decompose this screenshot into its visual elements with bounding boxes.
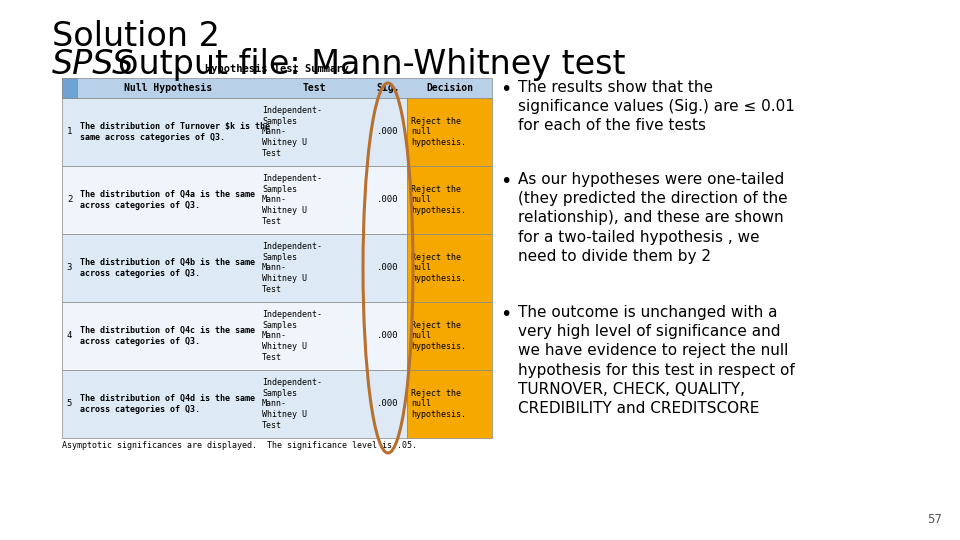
Bar	[62, 78, 492, 98]
Text: •: •	[500, 305, 512, 324]
Bar	[407, 234, 492, 302]
Text: SPSS: SPSS	[52, 48, 134, 81]
Text: 1: 1	[67, 127, 72, 137]
Text: Hypothesis Test Summary: Hypothesis Test Summary	[205, 64, 348, 74]
Bar	[62, 98, 407, 166]
Bar	[407, 370, 492, 438]
Bar	[62, 234, 407, 302]
Text: .000: .000	[377, 195, 398, 205]
Text: The outcome is unchanged with a
very high level of significance and
we have evid: The outcome is unchanged with a very hig…	[518, 305, 795, 416]
Text: The distribution of Q4d is the same
across categories of Q3.: The distribution of Q4d is the same acro…	[80, 394, 255, 414]
Text: Independent-
Samples
Mann-
Whitney U
Test: Independent- Samples Mann- Whitney U Tes…	[262, 378, 322, 430]
Text: Independent-
Samples
Mann-
Whitney U
Test: Independent- Samples Mann- Whitney U Tes…	[262, 310, 322, 362]
Text: .000: .000	[377, 264, 398, 273]
Text: 3: 3	[67, 264, 72, 273]
Bar	[62, 370, 407, 438]
Bar	[407, 98, 492, 166]
Text: Null Hypothesis: Null Hypothesis	[124, 83, 212, 93]
Bar	[407, 166, 492, 234]
Text: .000: .000	[377, 400, 398, 408]
Text: Test: Test	[302, 83, 325, 93]
Text: output file: Mann-Whitney test: output file: Mann-Whitney test	[118, 48, 626, 81]
Text: Solution 2: Solution 2	[52, 20, 220, 53]
Text: The results show that the
significance values (Sig.) are ≤ 0.01
for each of the : The results show that the significance v…	[518, 80, 795, 133]
Text: As our hypotheses were one-tailed
(they predicted the direction of the
relations: As our hypotheses were one-tailed (they …	[518, 172, 787, 264]
Bar	[407, 302, 492, 370]
Text: •: •	[500, 80, 512, 99]
Text: The distribution of Turnover $k is the
same across categories of Q3.: The distribution of Turnover $k is the s…	[80, 122, 270, 142]
Text: The distribution of Q4a is the same
across categories of Q3.: The distribution of Q4a is the same acro…	[80, 190, 255, 210]
Text: Reject the
null
hypothesis.: Reject the null hypothesis.	[411, 185, 466, 215]
Text: .000: .000	[377, 332, 398, 341]
Text: The distribution of Q4b is the same
across categories of Q3.: The distribution of Q4b is the same acro…	[80, 258, 255, 278]
Text: 57: 57	[927, 513, 942, 526]
Text: .000: .000	[377, 127, 398, 137]
Text: Reject the
null
hypothesis.: Reject the null hypothesis.	[411, 117, 466, 147]
Text: 2: 2	[67, 195, 72, 205]
Text: Reject the
null
hypothesis.: Reject the null hypothesis.	[411, 253, 466, 284]
Bar	[62, 78, 77, 98]
Bar	[62, 166, 407, 234]
Text: Reject the
null
hypothesis.: Reject the null hypothesis.	[411, 389, 466, 419]
Text: Sig.: Sig.	[376, 83, 399, 93]
Text: 4: 4	[67, 332, 72, 341]
Text: Independent-
Samples
Mann-
Whitney U
Test: Independent- Samples Mann- Whitney U Tes…	[262, 174, 322, 226]
Text: Asymptotic significances are displayed.  The significance level is .05.: Asymptotic significances are displayed. …	[62, 441, 417, 450]
Bar	[62, 302, 407, 370]
Text: •: •	[500, 172, 512, 191]
Text: Reject the
null
hypothesis.: Reject the null hypothesis.	[411, 321, 466, 351]
Text: Decision: Decision	[426, 83, 473, 93]
Text: The distribution of Q4c is the same
across categories of Q3.: The distribution of Q4c is the same acro…	[80, 326, 255, 346]
Text: Independent-
Samples
Mann-
Whitney U
Test: Independent- Samples Mann- Whitney U Tes…	[262, 242, 322, 294]
Text: Independent-
Samples
Mann-
Whitney U
Test: Independent- Samples Mann- Whitney U Tes…	[262, 106, 322, 158]
Text: 5: 5	[67, 400, 72, 408]
